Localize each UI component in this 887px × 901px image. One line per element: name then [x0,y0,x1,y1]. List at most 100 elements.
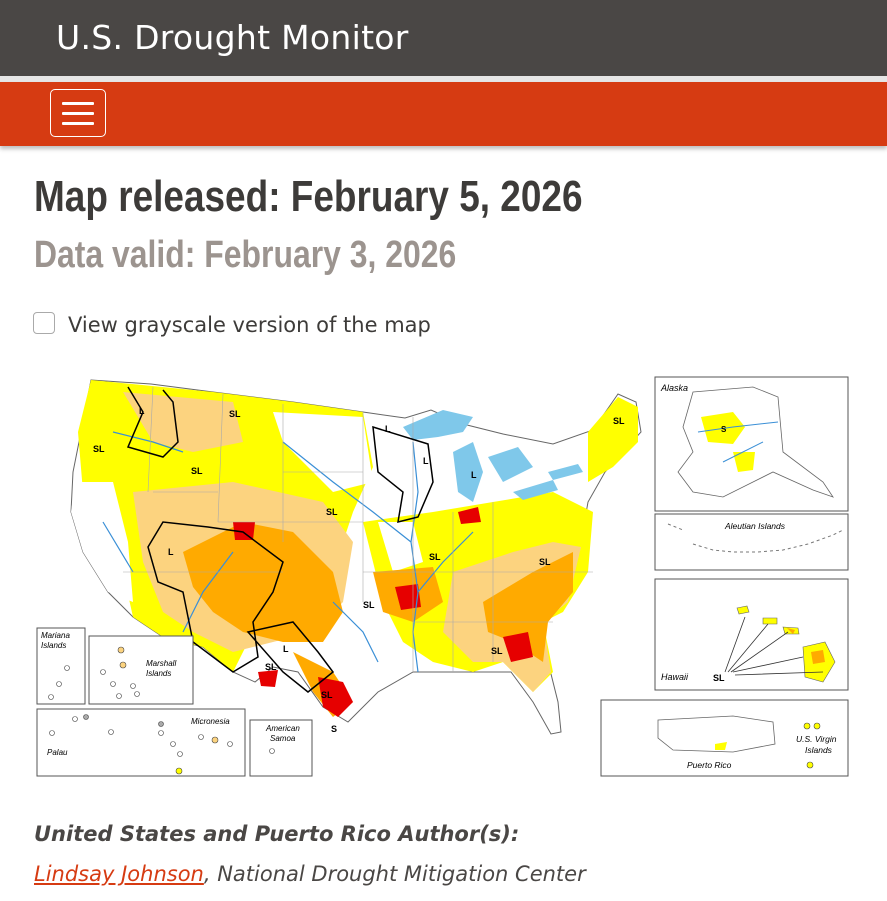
mariana-inset: Mariana Islands [36,627,86,705]
grayscale-checkbox[interactable] [33,312,55,334]
micronesia-marker [177,751,183,757]
impact-label-s-texas-coast: S [331,724,337,734]
hawaii-leader-lines [724,616,824,676]
impact-boundaries [126,386,434,693]
micronesia-label: Micronesia [191,717,230,726]
marshall-label-line1: Marshall [146,659,176,668]
rivers [102,431,474,673]
micronesia-inset: Micronesia Palau [36,708,246,777]
alaska-rivers [697,421,779,463]
marshall-marker [130,683,136,689]
impact-label-sl-carolinas: SL [539,557,551,567]
usvi-marker [803,722,811,730]
header-divider [0,76,887,82]
impact-label-sl-gulf: SL [491,646,503,656]
hawaii-islands [736,605,836,683]
mariana-marker [64,665,70,671]
marshall-marker [116,693,122,699]
marshall-inset: Marshall Islands [88,635,194,705]
impact-label-sl-south-texas: SL [321,690,333,700]
impact-label-sl-plains: SL [326,507,338,517]
author-name-link[interactable]: Lindsay Johnson [34,862,204,886]
grayscale-label[interactable]: View grayscale version of the map [68,313,431,337]
menu-bar-top [62,102,94,105]
micronesia-marker [158,721,164,727]
d3-region-georgia [503,632,533,662]
american-samoa-inset: American Samoa [249,719,313,777]
micronesia-marker [49,730,55,736]
usvi-label-line1: U.S. Virgin [796,734,837,744]
marshall-marker [119,661,127,669]
usvi-label-line2: Islands [805,745,833,755]
d3-region-texas [318,677,353,717]
impact-label-l-northwest: L [139,406,145,416]
micronesia-marker [108,729,114,735]
micronesia-marker [170,741,176,747]
state-boundaries [123,386,593,672]
d2-region-southeast [483,552,573,662]
samoa-marker [269,748,275,754]
data-valid-heading: Data valid: February 3, 2026 [34,234,457,276]
puerto-rico-d0 [715,742,727,750]
great-lakes [403,410,583,502]
hawaii-label: Hawaii [661,672,689,682]
site-header: U.S. Drought Monitor [0,0,887,76]
impact-label-l-michigan: L [471,470,477,480]
aleutian-label: Aleutian Islands [724,521,786,531]
alaska-label: Alaska [660,383,688,393]
hawaii-d2 [787,628,825,664]
d3-region-ohio-valley [458,507,481,524]
usvi-marker [813,722,821,730]
authors-heading: United States and Puerto Rico Author(s): [34,822,520,846]
no-drought-west-coast [71,482,133,602]
d1-region-northwest [123,392,243,452]
author-affiliation: , National Drought Mitigation Center [203,862,586,886]
drought-map[interactable]: SL L SL SL SL L L L L SL SL SL SL L SL S… [33,372,853,782]
impact-label-l-wisconsin: L [423,456,429,466]
conus-map: SL L SL SL SL L L L L SL SL SL SL L SL S… [70,379,642,735]
impact-label-sl-northwest: SL [93,444,105,454]
usvi-marker [806,761,814,769]
impact-label-sl-northeast: SL [613,416,625,426]
puerto-rico-label: Puerto Rico [687,760,732,770]
hawaii-impact-sl: SL [713,673,725,683]
puerto-rico-shape [657,715,776,753]
d2-region-southwest [183,522,343,642]
mariana-label-line2: Islands [41,641,66,650]
hamburger-menu-icon[interactable] [50,89,106,137]
micronesia-marker [211,736,219,744]
impact-label-l-minnesota: L [385,424,391,434]
site-title[interactable]: U.S. Drought Monitor [56,18,409,57]
marshall-marker [117,646,125,654]
menu-bar-bottom [62,122,94,125]
d3-region-utah [233,522,255,540]
samoa-label-line2: Samoa [270,734,296,743]
impact-label-sl-new-mexico: SL [265,662,277,672]
mariana-marker [56,681,62,687]
alaska-shape [677,386,834,498]
drought-map-svg: SL L SL SL SL L L L L SL SL SL SL L SL S… [36,376,849,777]
alaska-impact-s: S [721,425,727,434]
aleutian-chain [667,523,844,553]
impact-label-sl-wyoming: SL [191,466,203,476]
map-released-heading: Map released: February 5, 2026 [34,172,583,221]
micronesia-marker [158,730,164,736]
alaska-inset: Alaska S [654,376,849,512]
mariana-label-line1: Mariana [41,631,70,640]
micronesia-marker [72,716,78,722]
menu-bar-middle [62,112,94,115]
d0-region-northeast [588,397,638,482]
marshall-label-line2: Islands [146,669,171,678]
d3-region-rio-grande [258,670,278,687]
impact-label-l-texas: L [283,644,289,654]
d3-region-arkansas [395,584,421,610]
puerto-rico-inset: Puerto Rico U.S. Virgin Islands [600,699,849,777]
palau-label: Palau [47,748,68,757]
micronesia-marker [83,714,89,720]
marshall-marker [134,691,140,697]
micronesia-marker [227,741,233,747]
nav-bar [0,82,887,146]
mariana-marker [48,694,54,700]
hawaii-inset: Hawaii SL [654,578,849,691]
alaska-d0 [701,412,755,472]
